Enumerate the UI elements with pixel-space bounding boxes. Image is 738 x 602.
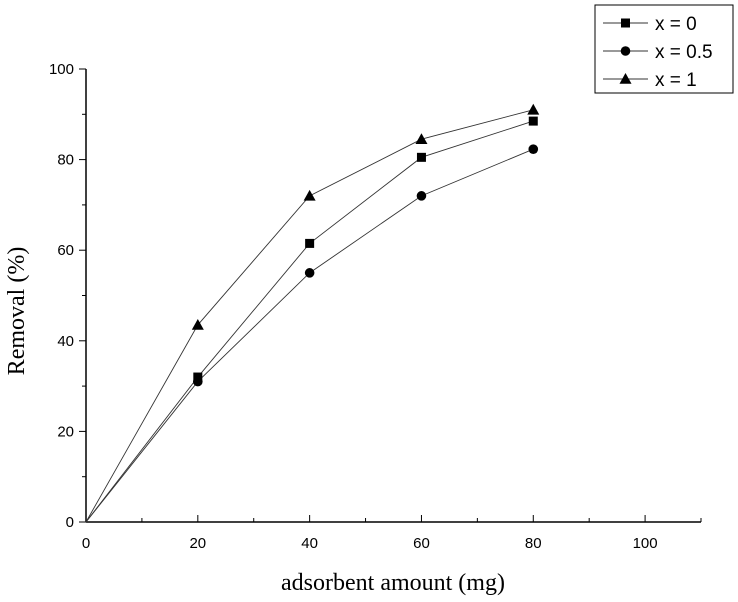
series-marker-2 xyxy=(527,103,540,115)
series-marker-0 xyxy=(305,238,315,248)
series-line-1 xyxy=(85,148,534,523)
legend-box xyxy=(594,4,734,94)
series-marker-1 xyxy=(304,268,315,278)
axes xyxy=(85,69,701,523)
series-marker-1 xyxy=(416,191,427,201)
series-marker-0 xyxy=(416,152,426,162)
x-tick-label: 40 xyxy=(301,535,318,552)
x-axis-title: adsorbent amount (mg) xyxy=(281,570,505,596)
series-markers xyxy=(191,103,540,387)
series-line-0 xyxy=(85,120,534,523)
legend: x = 0 x = 0.5 x = 1 xyxy=(594,4,734,94)
series-marker-2 xyxy=(415,133,428,145)
x-tick-label: 20 xyxy=(189,535,206,552)
ticks xyxy=(79,68,702,523)
legend-label: x = 1 xyxy=(655,70,697,91)
tick-labels: 0 20 40 60 80 100 0 20 40 60 80 100 xyxy=(49,61,658,552)
y-tick-label: 80 xyxy=(57,152,74,169)
legend-label: x = 0 xyxy=(655,14,697,35)
series-marker-1 xyxy=(528,144,539,154)
series-marker-2 xyxy=(303,189,316,201)
series-line-2 xyxy=(85,109,534,523)
legend-marker xyxy=(620,46,631,56)
series-marker-0 xyxy=(528,116,538,126)
x-tick-label: 80 xyxy=(525,535,542,552)
y-tick-label: 100 xyxy=(49,61,74,78)
y-tick-label: 0 xyxy=(66,514,74,531)
y-tick-label: 20 xyxy=(57,423,74,440)
series-lines xyxy=(85,109,534,523)
y-tick-label: 60 xyxy=(57,242,74,259)
x-tick-label: 0 xyxy=(82,535,90,552)
series-marker-2 xyxy=(191,318,204,330)
x-tick-label: 100 xyxy=(633,535,658,552)
x-tick-label: 60 xyxy=(413,535,430,552)
legend-marker xyxy=(621,18,630,28)
legend-label: x = 0.5 xyxy=(655,42,713,63)
legend-marker xyxy=(619,73,632,84)
y-axis-title: Removal (%) xyxy=(4,247,30,376)
y-tick-label: 40 xyxy=(57,333,74,350)
series-marker-1 xyxy=(193,376,203,387)
